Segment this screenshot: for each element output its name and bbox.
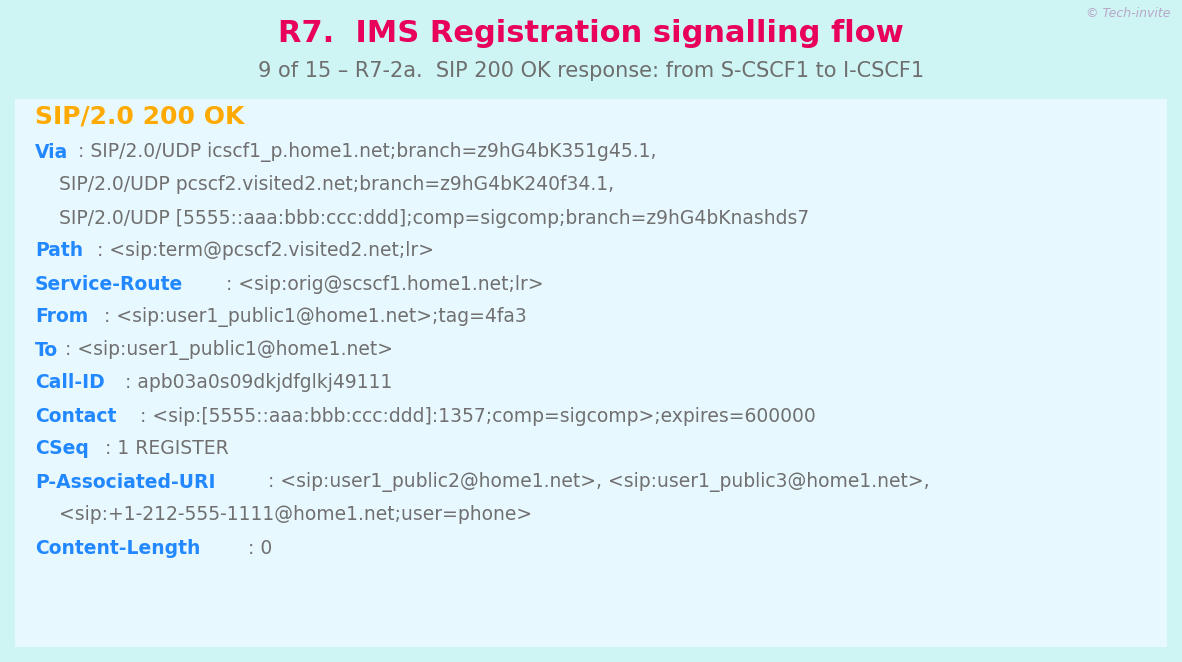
Text: : <sip:user1_public1@home1.net>: : <sip:user1_public1@home1.net>	[65, 340, 392, 360]
Text: To: To	[35, 340, 58, 359]
Text: SIP/2.0 200 OK: SIP/2.0 200 OK	[35, 105, 245, 129]
Text: : <sip:term@pcscf2.visited2.net;lr>: : <sip:term@pcscf2.visited2.net;lr>	[97, 242, 434, 261]
Text: 9 of 15 – R7-2a.  SIP 200 OK response: from S-CSCF1 to I-CSCF1: 9 of 15 – R7-2a. SIP 200 OK response: fr…	[258, 61, 924, 81]
Text: Call-ID: Call-ID	[35, 373, 105, 393]
Text: Service-Route: Service-Route	[35, 275, 183, 293]
Text: SIP/2.0/UDP [5555::aaa:bbb:ccc:ddd];comp=sigcomp;branch=z9hG4bKnashds7: SIP/2.0/UDP [5555::aaa:bbb:ccc:ddd];comp…	[35, 209, 810, 228]
Text: : apb03a0s09dkjdfglkj49111: : apb03a0s09dkjdfglkj49111	[125, 373, 392, 393]
Text: From: From	[35, 308, 89, 326]
Text: Path: Path	[35, 242, 83, 261]
Text: Content-Length: Content-Length	[35, 538, 201, 557]
Text: : <sip:user1_public2@home1.net>, <sip:user1_public3@home1.net>,: : <sip:user1_public2@home1.net>, <sip:us…	[268, 472, 929, 492]
Text: : SIP/2.0/UDP icscf1_p.home1.net;branch=z9hG4bK351g45.1,: : SIP/2.0/UDP icscf1_p.home1.net;branch=…	[78, 142, 656, 162]
Text: R7.  IMS Registration signalling flow: R7. IMS Registration signalling flow	[278, 19, 904, 48]
Text: : <sip:orig@scscf1.home1.net;lr>: : <sip:orig@scscf1.home1.net;lr>	[226, 275, 544, 293]
Text: <sip:+1-212-555-1111@home1.net;user=phone>: <sip:+1-212-555-1111@home1.net;user=phon…	[35, 506, 532, 524]
Text: Contact: Contact	[35, 406, 116, 426]
FancyBboxPatch shape	[15, 99, 1167, 647]
Text: CSeq: CSeq	[35, 440, 89, 459]
Text: Via: Via	[35, 142, 69, 162]
Text: © Tech-invite: © Tech-invite	[1085, 7, 1170, 20]
Text: : <sip:user1_public1@home1.net>;tag=4fa3: : <sip:user1_public1@home1.net>;tag=4fa3	[104, 307, 526, 327]
Text: : 1 REGISTER: : 1 REGISTER	[104, 440, 228, 459]
Text: P-Associated-URI: P-Associated-URI	[35, 473, 215, 491]
Text: : 0: : 0	[248, 538, 273, 557]
Text: SIP/2.0/UDP pcscf2.visited2.net;branch=z9hG4bK240f34.1,: SIP/2.0/UDP pcscf2.visited2.net;branch=z…	[35, 175, 615, 195]
Text: : <sip:[5555::aaa:bbb:ccc:ddd]:1357;comp=sigcomp>;expires=600000: : <sip:[5555::aaa:bbb:ccc:ddd]:1357;comp…	[139, 406, 816, 426]
